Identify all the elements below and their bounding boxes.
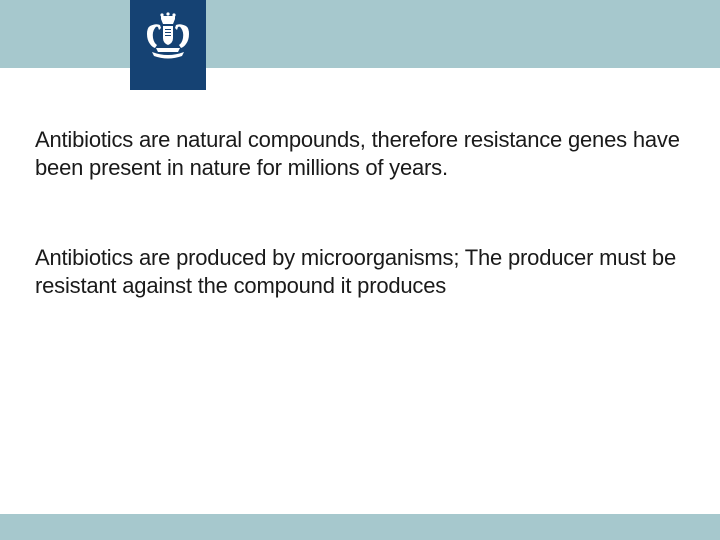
netherlands-government-crest-icon: [142, 12, 194, 79]
footer-band: [0, 514, 720, 540]
gov-logo-block: [130, 0, 206, 90]
content-area: Antibiotics are natural compounds, there…: [0, 68, 720, 301]
header-band: [0, 0, 720, 68]
paragraph-2: Antibiotics are produced by microorganis…: [35, 244, 680, 300]
paragraph-1: Antibiotics are natural compounds, there…: [35, 126, 680, 182]
